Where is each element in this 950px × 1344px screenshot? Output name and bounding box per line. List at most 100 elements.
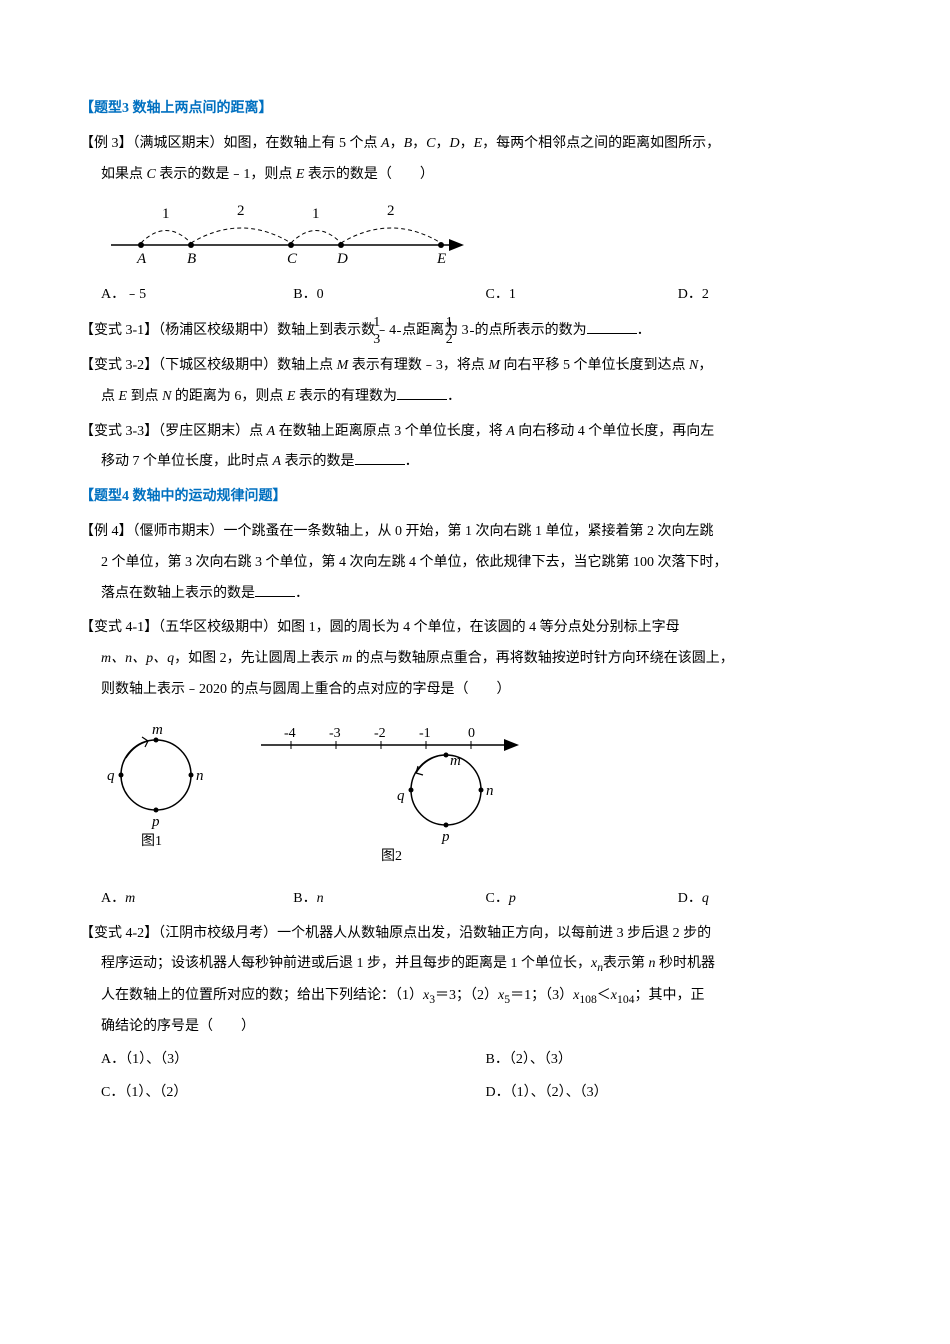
x104s: 104: [617, 993, 634, 1006]
section-heading-3: 【题型3 数轴上两点间的距离】: [80, 94, 870, 125]
lbl-D: D: [336, 251, 348, 267]
N: N: [689, 358, 698, 373]
v42-b5: ＝3；（2）: [435, 988, 498, 1003]
v33-b1: 在数轴上距离原点 3 个单位长度，将: [275, 424, 506, 439]
ex3-opt-D: D．2: [678, 280, 870, 311]
v41-c1: m、n、p、q，如图 2，先让圆周上表示 m 的点与数轴原点重合，再将数轴按逆时…: [80, 644, 870, 675]
ex3-text: 【例 3】（满城区期末）如图，在数轴上有 5 个点 A，B，C，D，E，每两个相…: [80, 129, 870, 160]
blank: [355, 451, 405, 465]
v42-A: A．（1）、（3）: [101, 1045, 486, 1076]
v32-text: 【变式 3-2】（下城区校级期中）数轴上点 M 表示有理数﹣3，将点 M 向右平…: [80, 351, 870, 382]
f1d: 3: [397, 332, 401, 347]
m: m: [342, 651, 352, 666]
v41-D: D．q: [678, 884, 870, 915]
pt-C2: C: [147, 167, 156, 182]
cap2: 图2: [381, 849, 402, 864]
v42-options: A．（1）、（3） B．（2）、（3） C．（1）、（2） D．（1）、（2）、…: [80, 1043, 870, 1109]
section-heading-4: 【题型4 数轴中的运动规律问题】: [80, 482, 870, 513]
ex3-diagram: A B C D E 1 2 1 2: [80, 200, 870, 270]
ex3-opt-B: B．0: [293, 280, 485, 311]
v42-prefix: 【变式 4-2】: [80, 926, 158, 941]
pt-E: E: [474, 136, 483, 151]
M: M: [337, 358, 349, 373]
d3: 1: [312, 206, 320, 222]
v42-B: B．（2）、（3）: [486, 1045, 871, 1076]
ex3-b2: 如果点: [101, 167, 147, 182]
v42-c1: 程序运动；设该机器人每秒钟前进或后退 1 步，并且每步的距离是 1 个单位长，x…: [80, 949, 870, 980]
d2: 2: [237, 203, 245, 219]
v32-b7: 表示的有理数为: [295, 389, 397, 404]
v42-source: （江阴市校级月考）一个机器人从数轴原点出发，沿数轴正方向，以每前进 3 步后退 …: [158, 926, 711, 941]
v42-text: 【变式 4-2】（江阴市校级月考）一个机器人从数轴原点出发，沿数轴正方向，以每前…: [80, 919, 870, 950]
c-right: n: [196, 768, 204, 784]
v41-b3: 则数轴上表示﹣2020 的点与圆周上重合的点对应的字母是（ ）: [80, 675, 870, 706]
ex3-b1: ，每两个相邻点之间的距离如图所示，: [482, 136, 720, 151]
v41-C: C．p: [486, 884, 678, 915]
blank: [397, 386, 447, 400]
f2d: 2: [470, 332, 474, 347]
ex3-cont: 如果点 C 表示的数是﹣1，则点 E 表示的数是（ ）: [80, 160, 870, 191]
x108s: 108: [579, 993, 596, 1006]
c2-p: p: [441, 829, 450, 845]
v33-prefix: 【变式 3-3】: [80, 424, 158, 439]
v33-b2: 向右移动 4 个单位长度，再向左: [515, 424, 715, 439]
d4: 2: [387, 203, 395, 219]
pt-C: C: [426, 136, 435, 151]
v41-figures: m n p q 图1 -4 -3 -2 -1 0: [80, 720, 870, 870]
v32-b3: ，: [698, 358, 712, 373]
v41-b2: 的点与数轴原点重合，再将数轴按逆时针方向环绕在该圆上，: [352, 651, 734, 666]
lbl-C: C: [287, 251, 298, 267]
v31-tail: 的点所表示的数为: [475, 323, 587, 338]
v42-b3: 秒时机器: [656, 956, 716, 971]
frac-1-3: 13: [397, 315, 401, 347]
t3: -2: [374, 726, 386, 741]
number-line-svg: A B C D E 1 2 1 2: [101, 200, 481, 270]
v42-b2: 表示第: [603, 956, 649, 971]
variant-3-1: 【变式 3-1】（杨浦区校级期中）数轴上到表示数﹣413点距离为 312的点所表…: [80, 315, 870, 347]
v41-source: （五华区校级期中）如图 1，圆的周长为 4 个单位，在该圆的 4 等分点处分别标…: [158, 620, 680, 635]
blank: [587, 320, 637, 334]
ex4-b2: 落点在数轴上表示的数是: [101, 586, 255, 601]
example-3: 【例 3】（满城区期末）如图，在数轴上有 5 个点 A，B，C，D，E，每两个相…: [80, 129, 870, 311]
v33-b4: 表示的数是: [281, 454, 355, 469]
variant-4-2: 【变式 4-2】（江阴市校级月考）一个机器人从数轴原点出发，沿数轴正方向，以每前…: [80, 919, 870, 1109]
ex4-source: （偃师市期末）一个跳蚤在一条数轴上，从 0 开始，第 1 次向右跳 1 单位，紧…: [133, 524, 714, 539]
ex3-prefix: 【例 3】: [80, 136, 133, 151]
cap1: 图1: [141, 834, 162, 849]
v32-prefix: 【变式 3-2】: [80, 358, 158, 373]
ex3-opt-C: C．1: [486, 280, 678, 311]
t2: -3: [329, 726, 341, 741]
v42-b7: ＜: [597, 988, 611, 1003]
v32-b2: 向右平移 5 个单位长度到达点: [500, 358, 689, 373]
v41-prefix: 【变式 4-1】: [80, 620, 158, 635]
v33-cont: 移动 7 个单位长度，此时点 A 表示的数是．: [80, 447, 870, 478]
E: E: [119, 389, 128, 404]
v42-b1: 程序运动；设该机器人每秒钟前进或后退 1 步，并且每步的距离是 1 个单位长，: [101, 956, 591, 971]
v33-b3: 移动 7 个单位长度，此时点: [101, 454, 273, 469]
ex3-b4: 表示的数是（ ）: [304, 167, 434, 182]
lbl-A: A: [136, 251, 147, 267]
c-bot: p: [151, 814, 160, 830]
ex4-text: 【例 4】（偃师市期末）一个跳蚤在一条数轴上，从 0 开始，第 1 次向右跳 1…: [80, 517, 870, 548]
blank: [255, 583, 295, 597]
v32-b6: 的距离为 6，则点: [171, 389, 287, 404]
v33-text: 【变式 3-3】（罗庄区期末）点 A 在数轴上距离原点 3 个单位长度，将 A …: [80, 417, 870, 448]
M2: M: [488, 358, 500, 373]
n: n: [649, 956, 656, 971]
ex3-options: A．﹣5 B．0 C．1 D．2: [80, 280, 870, 311]
f1n: 1: [397, 315, 401, 331]
c-left: q: [107, 768, 115, 784]
variant-4-1: 【变式 4-1】（五华区校级期中）如图 1，圆的周长为 4 个单位，在该圆的 4…: [80, 613, 870, 914]
v41-b1: ，如图 2，先让圆周上表示: [174, 651, 342, 666]
pt-A: A: [381, 136, 390, 151]
pt-D: D: [449, 136, 459, 151]
v31-prefix: 【变式 3-1】: [80, 323, 158, 338]
ex3-b3: 表示的数是﹣1，则点: [156, 167, 296, 182]
f2n: 1: [470, 315, 474, 331]
example-4: 【例 4】（偃师市期末）一个跳蚤在一条数轴上，从 0 开始，第 1 次向右跳 1…: [80, 517, 870, 609]
v42-c2: 人在数轴上的位置所对应的数；给出下列结论：（1）x3＝3；（2）x5＝1；（3）…: [80, 981, 870, 1012]
v41-A: A．m: [101, 884, 293, 915]
circle-fig1: m n p q 图1: [101, 720, 211, 850]
v33-source: （罗庄区期末）点: [158, 424, 267, 439]
v42-b9: 确结论的序号是（ ）: [80, 1012, 870, 1043]
